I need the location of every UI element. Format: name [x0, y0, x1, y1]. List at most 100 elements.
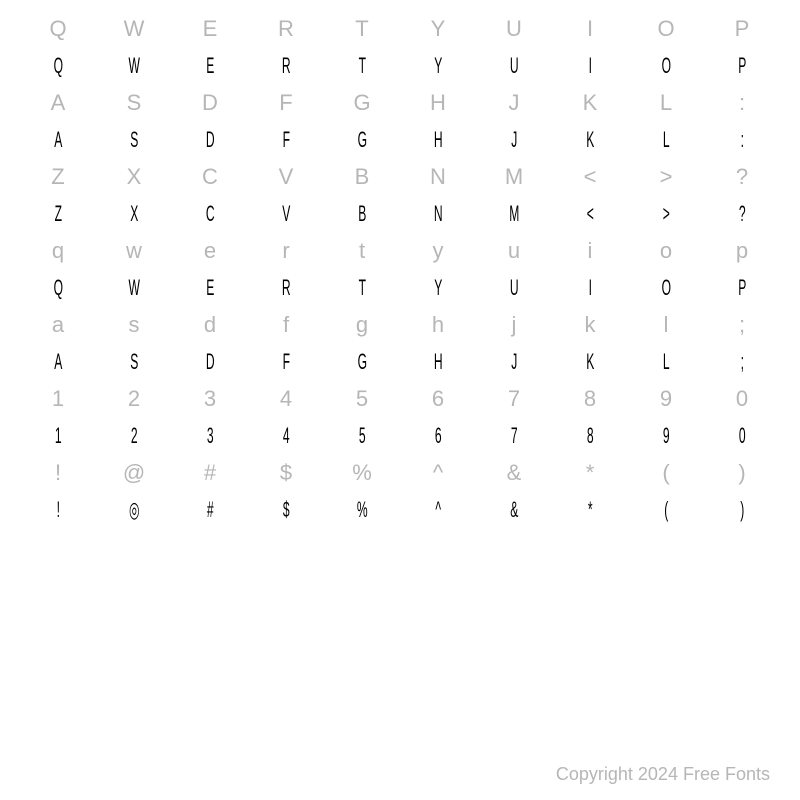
sample-glyph: M: [493, 195, 535, 232]
reference-glyph: h: [400, 306, 476, 343]
reference-glyph: a: [20, 306, 96, 343]
sample-glyph: 0: [721, 417, 763, 454]
reference-glyph: R: [248, 10, 324, 47]
reference-glyph: l: [628, 306, 704, 343]
reference-glyph: k: [552, 306, 628, 343]
sample-glyph: 3: [189, 417, 231, 454]
sample-glyph: D: [189, 121, 231, 158]
reference-glyph: M: [476, 158, 552, 195]
sample-glyph: T: [341, 269, 383, 306]
sample-glyph: ;: [721, 343, 763, 380]
sample-glyph: 6: [417, 417, 459, 454]
sample-glyph: T: [341, 47, 383, 84]
copyright-text: Copyright 2024 Free Fonts: [556, 764, 770, 785]
sample-glyph: A: [37, 121, 79, 158]
reference-glyph: ;: [704, 306, 780, 343]
reference-glyph: F: [248, 84, 324, 121]
sample-glyph: N: [417, 195, 459, 232]
sample-glyph: 5: [341, 417, 383, 454]
sample-glyph: L: [645, 343, 687, 380]
reference-glyph: 9: [628, 380, 704, 417]
reference-glyph: A: [20, 84, 96, 121]
sample-glyph: 2: [113, 417, 155, 454]
sample-glyph: C: [189, 195, 231, 232]
sample-glyph: S: [113, 121, 155, 158]
sample-glyph: 4: [265, 417, 307, 454]
sample-glyph: I: [569, 269, 611, 306]
reference-glyph: f: [248, 306, 324, 343]
reference-glyph: Z: [20, 158, 96, 195]
sample-glyph: B: [341, 195, 383, 232]
sample-glyph: P: [721, 269, 763, 306]
sample-glyph: ^: [417, 491, 459, 528]
sample-glyph: *: [569, 491, 611, 528]
sample-glyph: X: [113, 195, 155, 232]
reference-glyph: Y: [400, 10, 476, 47]
reference-glyph: ?: [704, 158, 780, 195]
sample-glyph: Z: [37, 195, 79, 232]
reference-glyph: *: [552, 454, 628, 491]
reference-glyph: (: [628, 454, 704, 491]
sample-glyph: >: [645, 195, 687, 232]
reference-glyph: $: [248, 454, 324, 491]
sample-glyph: K: [569, 121, 611, 158]
reference-glyph: y: [400, 232, 476, 269]
reference-glyph: B: [324, 158, 400, 195]
reference-glyph: !: [20, 454, 96, 491]
sample-glyph: J: [493, 121, 535, 158]
sample-glyph: #: [189, 491, 231, 528]
sample-glyph: I: [569, 47, 611, 84]
reference-glyph: s: [96, 306, 172, 343]
sample-glyph: L: [645, 121, 687, 158]
reference-glyph: 2: [96, 380, 172, 417]
reference-glyph: d: [172, 306, 248, 343]
reference-glyph: V: [248, 158, 324, 195]
reference-glyph: &: [476, 454, 552, 491]
reference-glyph: 0: [704, 380, 780, 417]
sample-glyph: :: [721, 121, 763, 158]
reference-glyph: j: [476, 306, 552, 343]
reference-glyph: 8: [552, 380, 628, 417]
reference-glyph: W: [96, 10, 172, 47]
reference-glyph: T: [324, 10, 400, 47]
sample-glyph: ?: [721, 195, 763, 232]
sample-glyph: H: [417, 343, 459, 380]
sample-glyph: (: [645, 491, 687, 528]
reference-glyph: t: [324, 232, 400, 269]
sample-glyph: E: [189, 47, 231, 84]
sample-glyph: $: [265, 491, 307, 528]
reference-glyph: S: [96, 84, 172, 121]
reference-glyph: P: [704, 10, 780, 47]
reference-glyph: :: [704, 84, 780, 121]
sample-glyph: P: [721, 47, 763, 84]
sample-glyph: ): [721, 491, 763, 528]
reference-glyph: I: [552, 10, 628, 47]
sample-glyph: Q: [37, 269, 79, 306]
reference-glyph: 5: [324, 380, 400, 417]
sample-glyph: J: [493, 343, 535, 380]
reference-glyph: r: [248, 232, 324, 269]
reference-glyph: @: [96, 454, 172, 491]
sample-glyph: G: [341, 343, 383, 380]
sample-glyph: W: [113, 269, 155, 306]
sample-glyph: F: [265, 121, 307, 158]
reference-glyph: >: [628, 158, 704, 195]
sample-glyph: O: [645, 269, 687, 306]
sample-glyph: K: [569, 343, 611, 380]
reference-glyph: O: [628, 10, 704, 47]
sample-glyph: G: [341, 121, 383, 158]
reference-glyph: N: [400, 158, 476, 195]
sample-glyph: %: [341, 491, 383, 528]
reference-glyph: #: [172, 454, 248, 491]
sample-glyph: 1: [37, 417, 79, 454]
sample-glyph: &: [493, 491, 535, 528]
reference-glyph: 6: [400, 380, 476, 417]
reference-glyph: g: [324, 306, 400, 343]
reference-glyph: X: [96, 158, 172, 195]
reference-glyph: u: [476, 232, 552, 269]
reference-glyph: o: [628, 232, 704, 269]
reference-glyph: E: [172, 10, 248, 47]
reference-glyph: ): [704, 454, 780, 491]
reference-glyph: q: [20, 232, 96, 269]
reference-glyph: U: [476, 10, 552, 47]
